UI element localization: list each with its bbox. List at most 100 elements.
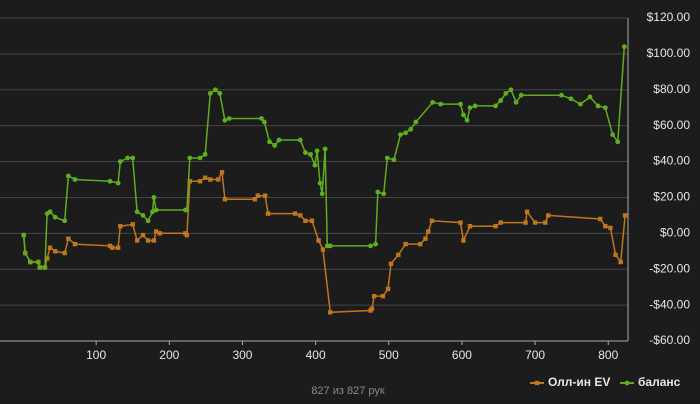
marker <box>384 155 390 161</box>
marker <box>426 229 431 234</box>
marker <box>524 209 530 214</box>
marker <box>385 286 391 292</box>
marker <box>47 245 53 250</box>
marker <box>396 252 401 258</box>
marker <box>602 105 608 111</box>
marker <box>320 247 326 252</box>
marker <box>458 220 463 225</box>
marker <box>150 209 155 215</box>
marker <box>587 94 593 100</box>
marker <box>151 195 157 200</box>
marker <box>130 155 136 161</box>
marker <box>368 243 373 249</box>
marker <box>44 256 50 261</box>
marker <box>464 117 470 123</box>
marker <box>493 103 498 109</box>
marker <box>518 92 524 98</box>
marker <box>22 250 28 256</box>
marker <box>523 220 528 225</box>
x-tick-label: 100 <box>86 348 106 362</box>
marker <box>298 213 303 218</box>
marker <box>297 137 303 143</box>
marker <box>72 177 78 182</box>
marker <box>513 99 519 105</box>
x-tick-label: 300 <box>232 348 252 362</box>
marker <box>184 232 190 238</box>
marker <box>493 223 498 229</box>
x-tick-label: 800 <box>598 348 618 362</box>
marker <box>145 218 151 224</box>
marker <box>508 87 514 93</box>
marker <box>461 238 466 243</box>
marker <box>130 222 135 227</box>
marker <box>255 193 261 198</box>
marker <box>388 261 394 267</box>
y-tick-label: $100.00 <box>647 46 691 60</box>
marker <box>140 232 146 238</box>
legend-marker <box>624 380 630 386</box>
y-tick-label: $40.00 <box>653 154 690 168</box>
marker <box>62 250 67 256</box>
footer: 827 из 827 рук <box>311 385 385 397</box>
marker <box>187 155 193 161</box>
marker <box>309 218 315 223</box>
marker <box>316 238 321 243</box>
marker <box>413 119 419 125</box>
marker <box>622 213 628 218</box>
marker <box>27 259 33 265</box>
marker <box>153 207 159 213</box>
marker <box>157 231 163 236</box>
marker <box>438 101 444 107</box>
marker <box>62 218 68 224</box>
marker <box>398 132 403 138</box>
x-tick-label: 600 <box>452 348 472 362</box>
marker <box>498 220 503 225</box>
marker <box>578 101 583 107</box>
marker <box>208 177 213 182</box>
marker <box>134 238 140 243</box>
marker <box>618 259 623 265</box>
marker <box>568 96 574 102</box>
marker <box>145 238 151 243</box>
marker <box>467 105 473 111</box>
x-tick-label: 200 <box>159 348 179 362</box>
marker <box>151 238 157 243</box>
marker <box>184 207 190 213</box>
marker <box>373 241 379 247</box>
marker <box>202 175 208 180</box>
legend-marker <box>534 380 540 386</box>
marker <box>598 216 603 222</box>
marker <box>52 249 58 254</box>
marker <box>371 293 377 299</box>
marker <box>107 178 113 184</box>
marker <box>472 103 478 109</box>
y-tick-label: -$60.00 <box>649 333 690 347</box>
marker <box>197 179 203 184</box>
marker <box>134 209 140 215</box>
marker <box>467 223 473 229</box>
marker <box>621 44 627 50</box>
marker <box>460 112 466 118</box>
marker <box>308 151 313 157</box>
marker <box>312 162 318 168</box>
y-tick-label: $80.00 <box>653 82 690 96</box>
marker <box>608 225 613 231</box>
marker <box>265 211 271 216</box>
marker <box>202 151 208 157</box>
legend-label: Олл-ин EV <box>548 375 610 389</box>
marker <box>207 90 213 96</box>
marker <box>222 117 228 123</box>
marker <box>403 130 409 136</box>
marker <box>262 119 267 125</box>
x-tick-label: 500 <box>379 348 399 362</box>
marker <box>403 241 408 247</box>
marker <box>115 245 121 250</box>
marker <box>503 90 509 96</box>
marker <box>317 180 323 186</box>
marker <box>216 177 221 182</box>
marker <box>369 306 375 311</box>
marker <box>217 90 223 96</box>
marker <box>532 220 538 225</box>
